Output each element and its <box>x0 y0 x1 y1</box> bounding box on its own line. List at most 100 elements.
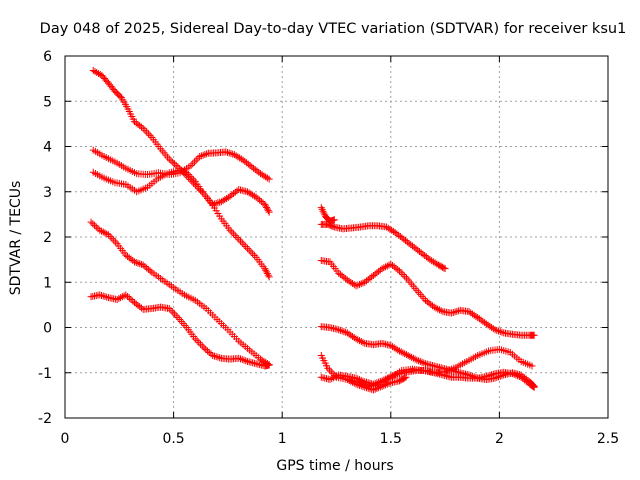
data-point <box>415 357 423 365</box>
x-tick-label: 0.5 <box>162 431 184 447</box>
data-point <box>364 384 372 392</box>
data-point <box>170 160 178 168</box>
data-point <box>349 378 357 386</box>
data-point <box>231 232 239 240</box>
data-point <box>369 386 377 394</box>
data-point <box>528 382 536 390</box>
data-point <box>401 350 409 358</box>
data-point <box>106 233 114 241</box>
data-point <box>493 326 501 334</box>
data-point <box>336 326 344 334</box>
data-point <box>331 373 339 381</box>
data-point <box>498 328 506 336</box>
data-point <box>101 293 109 301</box>
data-point <box>489 325 497 333</box>
data-point <box>265 361 273 369</box>
data-point <box>432 304 440 312</box>
data-point <box>197 340 205 348</box>
data-point <box>394 266 402 274</box>
data-point <box>385 373 393 381</box>
data-point <box>390 371 398 379</box>
data-point <box>139 124 147 132</box>
data-point <box>484 372 492 380</box>
data-point <box>401 272 409 280</box>
data-point <box>434 305 442 313</box>
x-tick-label: 2 <box>495 431 504 447</box>
data-point <box>223 148 231 156</box>
data-point <box>352 282 360 290</box>
data-point <box>233 233 241 241</box>
data-point <box>110 236 118 244</box>
data-point <box>528 362 536 370</box>
data-point <box>264 207 272 215</box>
x-axis-label: GPS time / hours <box>276 458 393 474</box>
series-D <box>87 218 273 369</box>
data-point <box>229 150 237 158</box>
data-point <box>191 335 199 343</box>
data-point <box>240 241 248 249</box>
data-point <box>347 377 355 385</box>
data-point <box>187 162 195 170</box>
data-point <box>196 152 204 160</box>
data-point <box>409 354 417 362</box>
y-tick-label: 4 <box>43 140 52 156</box>
data-point <box>387 372 395 380</box>
data-point <box>137 123 145 131</box>
data-point <box>385 379 393 387</box>
data-point <box>230 230 238 238</box>
data-point <box>167 306 175 314</box>
data-point <box>433 260 441 268</box>
data-point <box>437 307 445 315</box>
y-tick-label: 0 <box>43 321 52 337</box>
data-point <box>132 259 140 267</box>
data-point <box>359 338 367 346</box>
data-point <box>235 354 243 362</box>
data-point <box>141 263 149 271</box>
data-point <box>448 309 456 317</box>
data-point <box>199 151 207 159</box>
data-point <box>165 304 173 312</box>
data-point <box>201 151 209 159</box>
data-point <box>202 345 210 353</box>
data-point <box>143 128 151 136</box>
data-point <box>413 356 421 364</box>
data-point <box>326 376 334 384</box>
data-point <box>508 370 516 378</box>
data-point <box>172 312 180 320</box>
data-point <box>399 271 407 279</box>
data-point <box>453 307 461 315</box>
plot-border <box>64 55 609 419</box>
data-point <box>489 370 497 378</box>
data-point <box>195 338 203 346</box>
data-point <box>375 384 383 392</box>
data-point <box>134 259 142 267</box>
data-point <box>395 267 403 275</box>
data-point <box>103 293 111 301</box>
data-point <box>183 169 191 177</box>
data-point <box>329 223 337 231</box>
data-point <box>200 344 208 352</box>
data-point <box>320 209 328 217</box>
data-point <box>357 280 365 288</box>
data-point <box>319 207 327 215</box>
data-point <box>257 198 265 206</box>
data-point <box>357 382 365 390</box>
data-point <box>486 371 494 379</box>
data-point <box>226 226 234 234</box>
data-point <box>165 155 173 163</box>
data-point <box>254 195 262 203</box>
data-point <box>262 202 270 210</box>
data-point <box>87 218 95 226</box>
data-point <box>96 291 104 299</box>
tick-labels: 0 0.5 1 1.5 2 2.5 -2 -1 0 1 2 3 4 5 6 <box>38 49 619 447</box>
data-point <box>89 220 97 228</box>
data-point <box>389 372 397 380</box>
data-point <box>92 223 100 231</box>
data-point <box>101 229 109 237</box>
data-point <box>383 380 391 388</box>
y-tick-label: -2 <box>38 411 52 427</box>
data-point <box>441 265 449 273</box>
series-L <box>343 373 410 394</box>
data-point <box>392 371 400 379</box>
data-point <box>99 292 107 300</box>
